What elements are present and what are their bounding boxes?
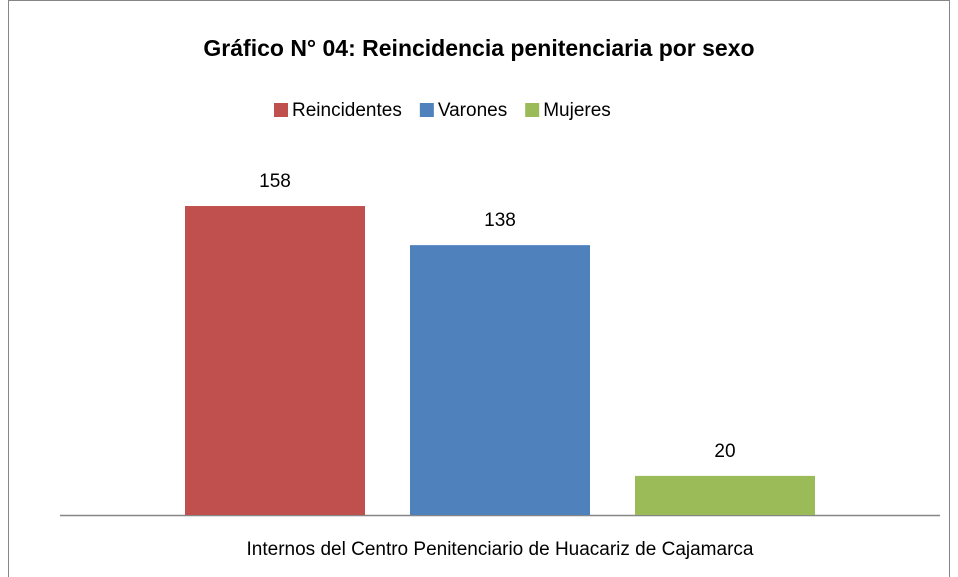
legend-label: Mujeres: [543, 100, 611, 121]
data-label: 158: [259, 171, 291, 192]
data-label: 20: [714, 441, 735, 462]
legend-swatch: [274, 103, 288, 117]
x-tick-label: Internos del Centro Penitenciario de Hua…: [247, 539, 754, 560]
legend-label: Reincidentes: [292, 100, 402, 121]
bar: [410, 245, 590, 515]
legend-swatch: [419, 103, 434, 117]
chart-title: Gráfico N° 04: Reincidencia penitenciari…: [203, 35, 754, 61]
bar: [635, 475, 815, 515]
legend-swatch: [525, 103, 540, 117]
bar: [185, 206, 365, 515]
legend-label: Varones: [438, 100, 507, 121]
data-label: 138: [484, 210, 516, 231]
